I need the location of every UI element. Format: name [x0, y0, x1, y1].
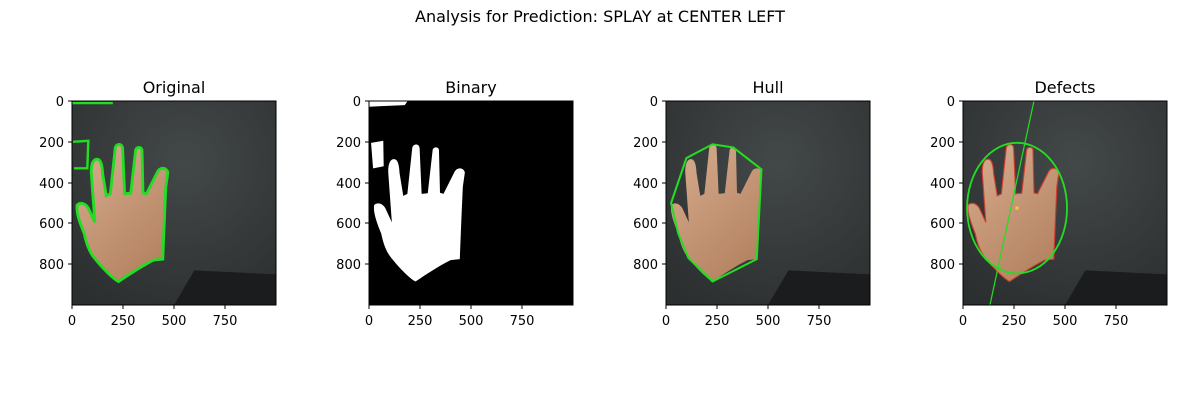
y-tick-label: 200 — [39, 136, 64, 151]
y-tick-label: 0 — [947, 95, 955, 110]
x-tick-label: 0 — [365, 314, 373, 329]
panel-original: Original 0 250 500 750 — [39, 78, 277, 329]
y-tick-label: 600 — [930, 217, 955, 232]
y-tick-label: 0 — [353, 95, 361, 110]
centroid-dot — [1015, 206, 1019, 210]
x-tick-label: 750 — [807, 314, 832, 329]
convex-hull-outline — [670, 143, 763, 283]
x-tick-label: 750 — [1104, 314, 1129, 329]
hand-photo-hull — [666, 101, 870, 305]
y-tick-label: 600 — [336, 217, 361, 232]
panel-title: Binary — [445, 78, 496, 97]
x-tick-label: 0 — [68, 314, 76, 329]
x-axis-ticks: 0 250 500 750 — [662, 305, 832, 329]
panel-defects: Defects 0 250 500 750 — [930, 78, 1168, 329]
y-tick-label: 200 — [930, 136, 955, 151]
y-tick-label: 600 — [633, 217, 658, 232]
y-tick-label: 600 — [39, 217, 64, 232]
panel-binary: Binary 0 250 500 750 0 — [336, 78, 574, 329]
y-tick-label: 800 — [39, 258, 64, 273]
panel-title: Original — [143, 78, 206, 97]
hand-photo-defects — [963, 101, 1167, 305]
y-tick-label: 400 — [39, 177, 64, 192]
x-tick-label: 500 — [162, 314, 187, 329]
hand-photo-original — [72, 101, 276, 305]
x-tick-label: 0 — [959, 314, 967, 329]
y-axis-ticks: 0 200 400 600 800 — [336, 95, 369, 273]
x-tick-label: 500 — [459, 314, 484, 329]
y-tick-label: 400 — [930, 177, 955, 192]
y-tick-label: 200 — [633, 136, 658, 151]
figure-title: Analysis for Prediction: SPLAY at CENTER… — [415, 7, 785, 26]
y-axis-ticks: 0 200 400 600 800 — [930, 95, 963, 273]
x-tick-label: 750 — [213, 314, 238, 329]
y-tick-label: 200 — [336, 136, 361, 151]
x-tick-label: 250 — [1002, 314, 1027, 329]
panel-title: Hull — [752, 78, 783, 97]
x-tick-label: 250 — [111, 314, 136, 329]
y-tick-label: 400 — [633, 177, 658, 192]
binary-mask-image — [369, 101, 573, 305]
y-tick-label: 800 — [633, 258, 658, 273]
x-axis-ticks: 0 250 500 750 — [68, 305, 238, 329]
panel-hull: Hull 0 250 500 750 0 20 — [633, 78, 871, 329]
x-tick-label: 750 — [510, 314, 535, 329]
y-tick-label: 800 — [930, 258, 955, 273]
x-tick-label: 500 — [756, 314, 781, 329]
y-tick-label: 800 — [336, 258, 361, 273]
fitted-ellipse — [966, 141, 1068, 275]
x-tick-label: 250 — [705, 314, 730, 329]
y-axis-ticks: 0 200 400 600 800 — [39, 95, 72, 273]
x-axis-ticks: 0 250 500 750 — [959, 305, 1129, 329]
x-tick-label: 250 — [408, 314, 433, 329]
panel-title: Defects — [1034, 78, 1095, 97]
orientation-axis-line — [989, 101, 1035, 305]
y-axis-ticks: 0 200 400 600 800 — [633, 95, 666, 273]
y-tick-label: 0 — [650, 95, 658, 110]
x-tick-label: 500 — [1053, 314, 1078, 329]
y-tick-label: 0 — [56, 95, 64, 110]
x-tick-label: 0 — [662, 314, 670, 329]
x-axis-ticks: 0 250 500 750 — [365, 305, 535, 329]
y-tick-label: 400 — [336, 177, 361, 192]
